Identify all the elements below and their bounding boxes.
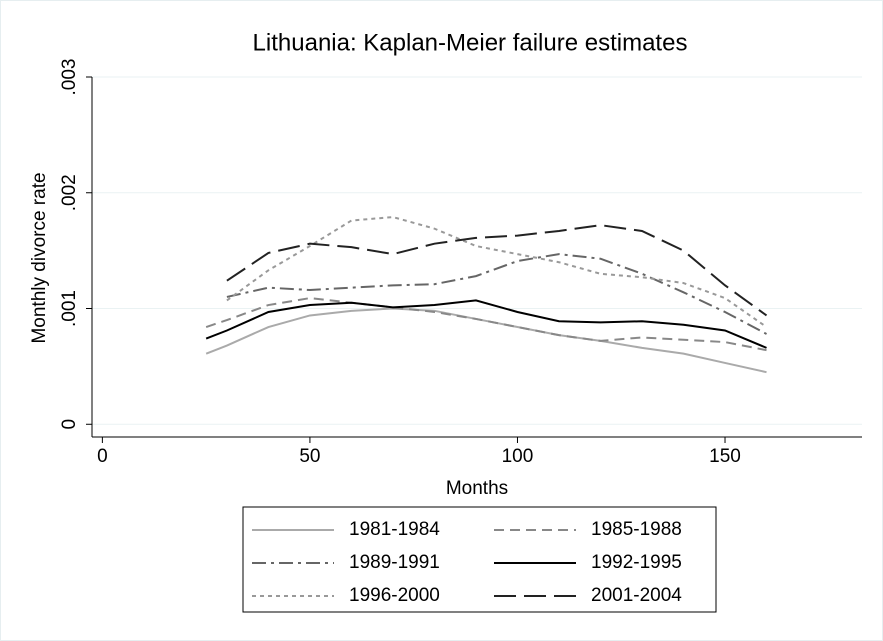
y-tick-label: .001 — [59, 290, 80, 327]
x-tick-label: 100 — [502, 446, 534, 467]
y-tick-label: .002 — [59, 174, 80, 211]
y-tick-label: .003 — [59, 59, 80, 96]
legend-label: 1992-1995 — [591, 552, 682, 573]
y-axis-label: Monthly divorce rate — [29, 172, 50, 343]
x-axis-label: Months — [446, 478, 508, 499]
y-tick-label: 0 — [59, 419, 80, 430]
legend-label: 1996-2000 — [349, 585, 440, 606]
legend-label: 2001-2004 — [591, 585, 682, 606]
x-tick-label: 50 — [299, 446, 320, 467]
chart-title: Lithuania: Kaplan-Meier failure estimate… — [253, 29, 688, 56]
series-line — [205, 299, 767, 349]
legend-label: 1985-1988 — [591, 519, 682, 540]
x-tick-label: 0 — [97, 446, 108, 467]
legend-label: 1989-1991 — [349, 552, 440, 573]
x-tick-label: 150 — [709, 446, 741, 467]
legend — [242, 506, 717, 613]
legend-label: 1981-1984 — [349, 519, 440, 540]
series-line — [226, 224, 768, 317]
series-line — [205, 297, 767, 352]
series-line — [226, 253, 767, 335]
series-line — [226, 216, 768, 328]
